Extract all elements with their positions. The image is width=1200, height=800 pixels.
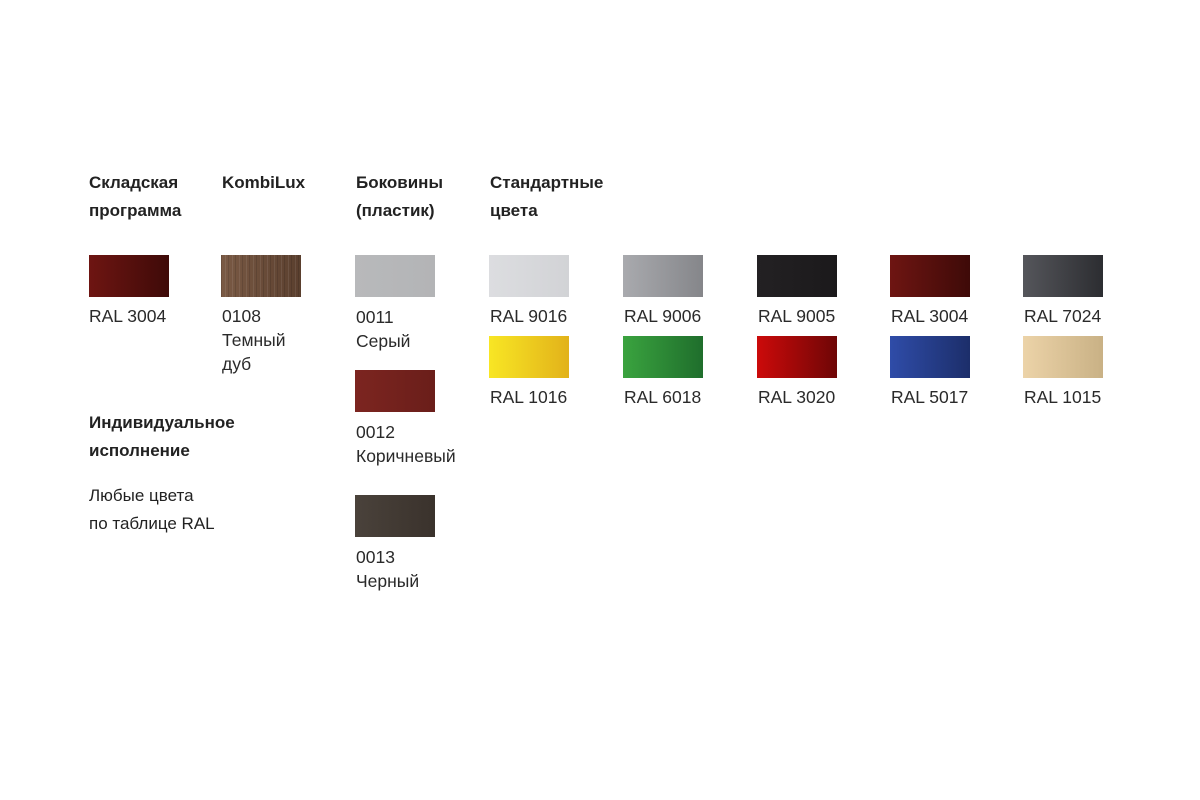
label-ral-6018: RAL 6018 (624, 387, 702, 407)
swatch-ral-7024 (1023, 255, 1103, 297)
swatch-ral-5017 (890, 336, 970, 378)
header-standard-colors: Стандартные цвета (490, 173, 604, 220)
label-ral-9006: RAL 9006 (624, 306, 702, 326)
label-kombilux: 0108 Темный дуб (222, 306, 286, 374)
label-ral-3020: RAL 3020 (758, 387, 836, 407)
swatch-ral-3020 (757, 336, 837, 378)
label-ral-9005: RAL 9005 (758, 306, 836, 326)
swatch-ral-6018 (623, 336, 703, 378)
swatch-ral-9016 (489, 255, 569, 297)
label-side-black: 0013 Черный (356, 547, 420, 591)
header-sides: Боковины (пластик) (356, 173, 443, 220)
swatch-ral-1015 (1023, 336, 1103, 378)
label-ral-9016: RAL 9016 (490, 306, 568, 326)
label-ral-7024: RAL 7024 (1024, 306, 1102, 326)
swatch-ral-3004 (890, 255, 970, 297)
swatch-stock-ral-3004 (89, 255, 169, 297)
label-stock: RAL 3004 (89, 306, 167, 326)
label-side-brown: 0012 Коричневый (356, 422, 456, 466)
swatch-ral-9006 (623, 255, 703, 297)
label-ral-1015: RAL 1015 (1024, 387, 1102, 407)
header-individual: Индивидуальное исполнение (89, 413, 235, 460)
swatch-side-grey (355, 255, 435, 297)
swatch-side-brown (355, 370, 435, 412)
swatch-kombilux-dark-oak (221, 255, 301, 297)
swatch-ral-1016 (489, 336, 569, 378)
header-stock-program: Складская программа (89, 173, 182, 220)
label-side-grey: 0011 Серый (356, 307, 411, 351)
swatch-ral-9005 (757, 255, 837, 297)
label-ral-5017: RAL 5017 (891, 387, 969, 407)
swatch-side-black (355, 495, 435, 537)
individual-text: Любые цвета по таблице RAL (89, 486, 215, 533)
header-kombilux: KombiLux (222, 173, 306, 192)
label-ral-3004: RAL 3004 (891, 306, 969, 326)
label-ral-1016: RAL 1016 (490, 387, 568, 407)
